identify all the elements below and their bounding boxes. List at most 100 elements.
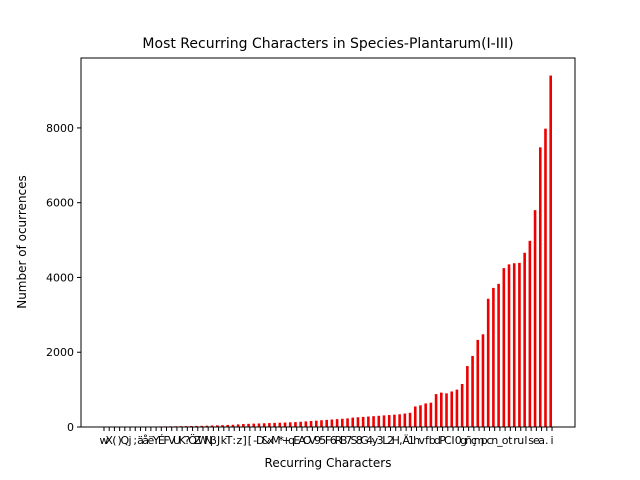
x-tick-label: j [128, 434, 132, 447]
bar [398, 414, 401, 427]
bar [361, 416, 365, 427]
x-tick-label: Y [152, 434, 160, 447]
x-tick-label: i [550, 434, 553, 447]
bar [450, 391, 454, 427]
bar [377, 415, 381, 427]
x-tick-label: V [168, 434, 176, 447]
bar [221, 425, 224, 427]
bar [523, 252, 526, 427]
bar [434, 394, 438, 427]
x-tick-label: M [271, 434, 281, 447]
x-tick-label: g [460, 434, 467, 447]
x-tick-label: k [221, 434, 228, 447]
bar [247, 423, 250, 427]
bar [242, 424, 245, 427]
bar [393, 414, 396, 427]
x-tick-label: : [232, 434, 236, 447]
bar [216, 425, 219, 427]
bar [314, 420, 318, 427]
x-tick-label: D [256, 434, 264, 447]
x-tick-label: I [451, 434, 454, 447]
x-tick-label: d [434, 434, 441, 447]
bar [538, 147, 542, 427]
x-tick-label: X [105, 434, 113, 447]
bar [325, 419, 328, 427]
x-tick-label: q [288, 434, 295, 447]
bar [288, 422, 292, 427]
x-tick-label: 2 [387, 434, 394, 447]
x-tick-label: , [399, 434, 403, 447]
x-tick-label: T [225, 434, 233, 447]
bar [440, 392, 443, 427]
x-tick-label: ä [137, 434, 144, 447]
bar [268, 423, 271, 427]
x-tick-label: Z [194, 434, 202, 447]
x-tick-label: b [429, 434, 436, 447]
x-tick-label: r [513, 434, 518, 447]
x-tick-label: ] [243, 434, 247, 447]
bar [518, 262, 521, 427]
x-tick-label: ç [471, 434, 477, 447]
bar [486, 298, 490, 427]
x-tick-label: a [538, 434, 545, 447]
bar [507, 264, 511, 427]
bar [460, 384, 464, 427]
x-tick-label: ? [184, 434, 190, 447]
x-tick-label: + [282, 434, 291, 447]
x-tick-label: S [351, 434, 358, 447]
x-tick-label: 9 [314, 434, 321, 447]
bar [335, 419, 339, 427]
x-tick-label: O [303, 434, 312, 447]
x-tick-label: W [198, 434, 209, 447]
x-tick-label: 7 [345, 434, 352, 447]
x-tick-label: F [163, 434, 169, 447]
bar [257, 423, 261, 427]
x-tick-label: w [100, 434, 109, 447]
bar [492, 287, 495, 427]
bar [304, 421, 308, 427]
bar [299, 421, 302, 427]
x-tick-label: s [528, 434, 534, 447]
bar [210, 425, 214, 427]
x-tick-label: Ö [188, 434, 197, 447]
x-tick-label: Ä [402, 434, 410, 447]
bar [429, 402, 433, 427]
x-tick-label: l [524, 434, 527, 447]
bar [351, 417, 355, 427]
x-tick-label: L [382, 434, 389, 447]
x-tick-label: & [261, 434, 270, 447]
x-tick-label: [ [248, 434, 252, 447]
bar [502, 268, 506, 427]
y-tick-label: 0 [67, 421, 74, 434]
bar [445, 393, 448, 427]
x-tick-label: v [419, 434, 426, 447]
bar [419, 405, 422, 427]
x-tick-label: x [267, 434, 274, 447]
bar [528, 240, 532, 427]
bar [356, 417, 360, 427]
x-tick-label: t [508, 434, 513, 447]
bar [466, 366, 469, 427]
y-axis-label: Number of ocurrences [15, 175, 29, 309]
x-tick-label: u [517, 434, 524, 447]
x-tick-label: ë [147, 434, 154, 447]
x-tick-label: 3 [377, 434, 384, 447]
y-tick-label: 2000 [46, 346, 74, 359]
bar [403, 413, 407, 427]
bar [309, 421, 313, 427]
bar [278, 422, 282, 427]
x-tick-label: H [392, 434, 400, 447]
x-tick-label: m [474, 434, 485, 447]
bar [320, 420, 323, 427]
x-axis-label: Recurring Characters [265, 456, 392, 470]
x-tick-label: 5 [319, 434, 326, 447]
bar [512, 263, 516, 427]
x-tick-label: z [237, 434, 243, 447]
bar [497, 283, 500, 427]
chart-title: Most Recurring Characters in Species-Pla… [142, 36, 513, 52]
x-tick-label: ( [112, 434, 116, 447]
x-tick-label: G [360, 434, 369, 447]
x-tick-label: N [204, 434, 212, 447]
bar [424, 403, 427, 427]
x-tick-label: A [298, 434, 306, 447]
